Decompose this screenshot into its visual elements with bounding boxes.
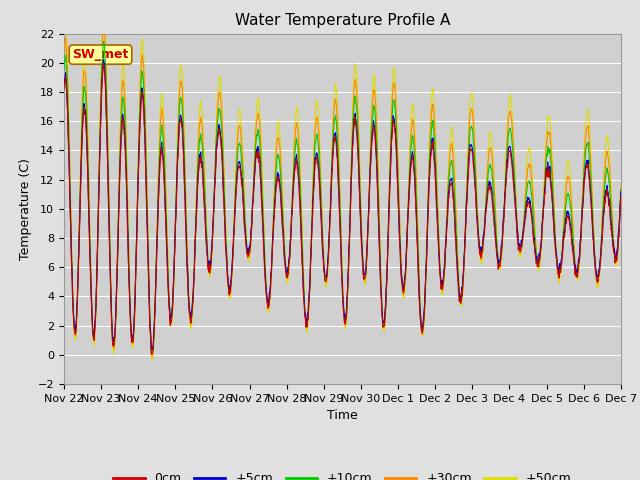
+10cm — [104, 136, 111, 142]
0cm — [308, 216, 316, 222]
+10cm — [378, 295, 385, 301]
+30cm — [617, 184, 625, 190]
+30cm — [99, 31, 107, 36]
+30cm — [126, 300, 134, 306]
0cm — [126, 311, 134, 316]
+50cm — [126, 300, 134, 306]
Line: +5cm: +5cm — [64, 60, 621, 349]
+50cm — [60, 36, 68, 41]
+5cm — [148, 347, 156, 352]
+50cm — [378, 293, 385, 299]
X-axis label: Time: Time — [327, 409, 358, 422]
+5cm — [378, 298, 385, 304]
0cm — [100, 60, 108, 66]
+10cm — [617, 188, 625, 193]
+5cm — [60, 83, 68, 88]
0cm — [319, 248, 326, 254]
+50cm — [617, 182, 625, 188]
+10cm — [148, 350, 156, 356]
0cm — [148, 351, 156, 357]
0cm — [617, 193, 625, 199]
0cm — [60, 87, 68, 93]
+10cm — [319, 236, 326, 242]
Line: +30cm: +30cm — [64, 34, 621, 355]
+30cm — [60, 50, 68, 56]
+50cm — [148, 357, 156, 363]
+5cm — [617, 189, 625, 195]
+30cm — [308, 197, 316, 203]
+50cm — [308, 190, 316, 196]
Line: +10cm: +10cm — [64, 42, 621, 353]
+50cm — [297, 186, 305, 192]
Y-axis label: Temperature (C): Temperature (C) — [19, 158, 32, 260]
+50cm — [319, 226, 326, 231]
+10cm — [126, 303, 134, 309]
0cm — [297, 228, 305, 234]
+5cm — [297, 224, 305, 230]
Line: +50cm: +50cm — [64, 34, 621, 360]
+5cm — [126, 306, 134, 312]
+30cm — [319, 229, 326, 235]
+5cm — [100, 57, 108, 62]
Legend: 0cm, +5cm, +10cm, +30cm, +50cm: 0cm, +5cm, +10cm, +30cm, +50cm — [108, 468, 577, 480]
0cm — [104, 156, 111, 161]
+5cm — [308, 212, 316, 218]
+10cm — [297, 209, 305, 215]
+30cm — [378, 293, 385, 299]
+30cm — [148, 352, 156, 358]
+10cm — [100, 39, 108, 45]
+50cm — [104, 111, 111, 117]
+10cm — [60, 66, 68, 72]
+50cm — [61, 31, 68, 36]
0cm — [378, 302, 385, 308]
Title: Water Temperature Profile A: Water Temperature Profile A — [235, 13, 450, 28]
+30cm — [297, 197, 305, 203]
+5cm — [104, 151, 111, 156]
+30cm — [104, 122, 111, 128]
+5cm — [319, 244, 326, 250]
Text: SW_met: SW_met — [72, 48, 129, 61]
+10cm — [308, 205, 316, 211]
Line: 0cm: 0cm — [64, 63, 621, 354]
